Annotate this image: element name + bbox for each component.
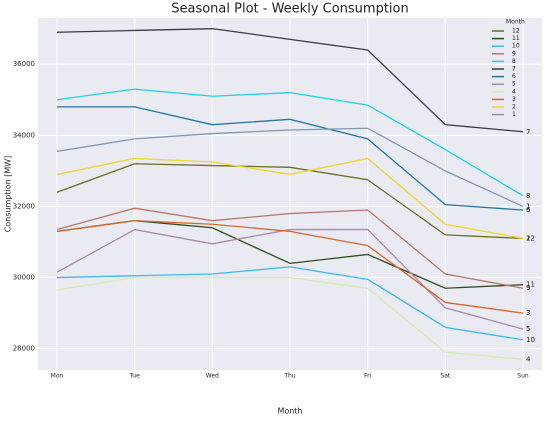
end-label: 9 [526, 284, 530, 292]
x-tick-label: Thu [283, 373, 295, 380]
series-line [56, 266, 524, 341]
series-line [56, 163, 524, 240]
end-label: 11 [526, 281, 535, 289]
end-label: 8 [526, 192, 530, 200]
legend-label: 6 [512, 73, 516, 80]
end-label: 6 [526, 206, 531, 214]
legend-label: 1 [512, 111, 516, 118]
series-line [56, 28, 524, 133]
legend-label: 10 [512, 43, 520, 50]
series-line [56, 220, 524, 314]
legend-title: Month [506, 19, 525, 26]
end-label: 5 [526, 325, 530, 333]
legend-label: 11 [512, 35, 520, 42]
end-label: 12 [526, 234, 535, 242]
series-line [56, 157, 524, 240]
x-axis-label: Month [277, 407, 302, 416]
x-tick-label: Fri [364, 373, 371, 380]
y-tick-label: 32000 [13, 202, 35, 210]
legend-label: 4 [512, 88, 516, 95]
legend-label: 5 [512, 81, 516, 88]
series-line [57, 106, 524, 211]
legend-label: 2 [512, 104, 516, 111]
y-tick-label: 36000 [13, 60, 35, 68]
chart-title: Seasonal Plot - Weekly Consumption [171, 2, 409, 17]
legend-label: 7 [512, 66, 516, 73]
y-axis-label: Consumption [MW] [4, 156, 13, 233]
legend-label: 9 [512, 50, 516, 57]
end-label: 7 [526, 128, 530, 136]
end-label: 1 [526, 202, 530, 210]
legend-label: 12 [512, 28, 520, 35]
x-tick-label: Mon [51, 373, 64, 380]
end-label: 10 [526, 336, 535, 344]
series-line [56, 88, 524, 197]
series-line [56, 207, 524, 289]
series-line [56, 127, 524, 208]
y-tick-label: 34000 [13, 131, 35, 139]
x-tick-label: Sat [440, 373, 450, 380]
x-tick-label: Tue [129, 373, 141, 380]
legend-label: 3 [512, 96, 516, 103]
end-label: 4 [526, 355, 531, 363]
legend-label: 8 [512, 58, 516, 65]
x-tick-label: Sun [517, 373, 529, 380]
end-label: 2 [526, 234, 530, 242]
y-tick-label: 30000 [13, 274, 35, 282]
series-line [56, 276, 524, 360]
x-tick-label: Wed [206, 373, 219, 380]
y-tick-label: 28000 [13, 345, 35, 353]
end-label: 3 [526, 309, 530, 317]
series-line [56, 228, 524, 330]
